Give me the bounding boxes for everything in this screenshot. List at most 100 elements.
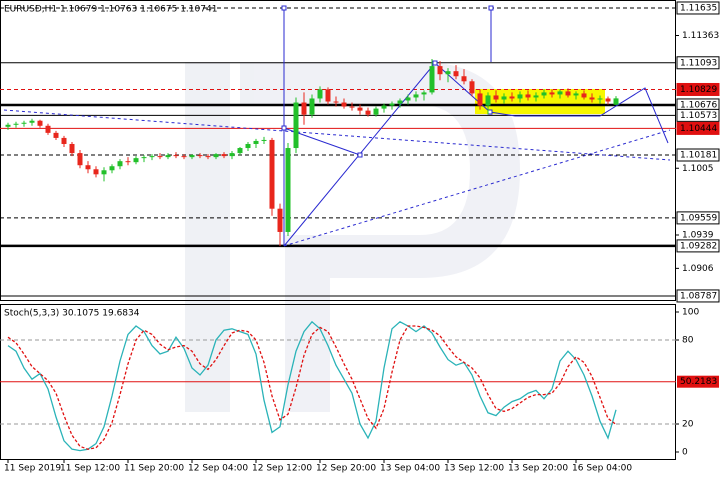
candle-body — [181, 156, 187, 158]
y-tick-label: 0 — [682, 448, 688, 458]
candle-body — [525, 94, 531, 98]
level-label-box — [676, 289, 720, 303]
level-label: 1.10181 — [680, 151, 717, 161]
anchor-point — [281, 5, 287, 11]
candle-body — [509, 96, 515, 99]
candle-body — [493, 95, 499, 100]
candle-body — [365, 110, 371, 115]
y-tick-label: 100 — [682, 308, 699, 318]
candle-body — [565, 91, 571, 96]
level-label: 1.10676 — [680, 100, 717, 110]
level-label: 1.08787 — [680, 291, 717, 301]
candle-body — [605, 98, 611, 102]
candle-body — [165, 155, 171, 158]
y-tick-label: 20 — [682, 420, 694, 430]
zone-rectangle — [475, 89, 605, 114]
level-label-box — [676, 121, 720, 135]
x-tick-label: 16 Sep 04:00 — [572, 464, 632, 474]
candle-body — [517, 94, 523, 99]
anchor-point — [357, 152, 363, 158]
candle-body — [429, 66, 435, 93]
anchor-point — [432, 60, 438, 66]
candle-body — [133, 158, 139, 163]
candle-body — [325, 89, 331, 102]
x-tick-label: 13 Sep 04:00 — [380, 464, 440, 474]
levels — [0, 7, 679, 453]
candle-body — [461, 76, 467, 82]
candle-body — [117, 161, 123, 167]
candle-body — [253, 140, 259, 144]
candle-body — [285, 148, 291, 232]
x-tick-label: 11 Sep 2019 — [4, 464, 61, 474]
x-tick-label: 11 Sep 20:00 — [124, 464, 184, 474]
stoch-title: Stoch(5,3,3) 30.1075 19.6834 — [4, 309, 140, 319]
candle-body — [245, 143, 251, 149]
candle-body — [37, 120, 43, 126]
candle-body — [405, 97, 411, 101]
anchor-point — [281, 125, 287, 131]
price-title: EURUSD,H1 1.10679 1.10763 1.10675 1.1074… — [4, 5, 217, 15]
candle-body — [237, 148, 243, 154]
y-tick-label: 1.0939 — [682, 230, 714, 240]
candle-body — [541, 92, 547, 96]
candle-body — [397, 100, 403, 104]
candle-body — [125, 161, 131, 163]
level-label-box — [676, 1, 720, 15]
candle-body — [269, 139, 275, 209]
candle-body — [261, 139, 267, 141]
watermark-bar — [185, 62, 230, 412]
candle-body — [533, 95, 539, 98]
candle-body — [501, 96, 507, 100]
candle-body — [477, 93, 483, 106]
candle-body — [93, 169, 99, 175]
stoch-line — [7, 320, 617, 452]
candle-body — [549, 92, 555, 95]
anchor-point — [487, 109, 493, 115]
candle-body — [381, 105, 387, 109]
candle-body — [469, 81, 475, 94]
candle-body — [29, 120, 35, 123]
level-label: 1.10444 — [680, 124, 717, 134]
candle-body — [413, 94, 419, 98]
level-label-box — [676, 108, 720, 122]
x-tick-label: 11 Sep 12:00 — [60, 464, 120, 474]
y-tick-label: 1.11363 — [682, 31, 719, 41]
candle-body — [21, 122, 27, 124]
level-label-box — [676, 82, 720, 96]
level-label-box — [677, 375, 719, 388]
x-tick-label: 13 Sep 12:00 — [444, 464, 504, 474]
level-label-box — [676, 211, 720, 225]
candle-body — [309, 98, 315, 115]
x-tick-label: 12 Sep 20:00 — [316, 464, 376, 474]
candle-body — [589, 97, 595, 100]
candle-body — [221, 154, 227, 157]
candle-body — [421, 92, 427, 95]
level-label-box — [676, 239, 720, 253]
candle-body — [373, 108, 379, 115]
candle-body — [213, 154, 219, 158]
candle-body — [581, 93, 587, 98]
y-tick-label: 80 — [682, 336, 694, 346]
candle-body — [109, 166, 115, 171]
level-label: 1.10829 — [680, 85, 717, 95]
candle-body — [157, 156, 163, 158]
candle-body — [613, 98, 619, 105]
trend-line — [283, 129, 671, 247]
candle-body — [277, 208, 283, 232]
candle-body — [293, 102, 299, 149]
candle-body — [357, 107, 363, 111]
drawings — [3, 5, 671, 247]
candle-body — [301, 102, 307, 115]
marks — [5, 59, 619, 452]
y-tick-label: 1.0906 — [682, 264, 714, 274]
level-label: 50.2183 — [680, 377, 717, 387]
candle-body — [141, 157, 147, 159]
candle-body — [333, 101, 339, 103]
candle-body — [45, 125, 51, 133]
candle-body — [341, 102, 347, 107]
candle-body — [317, 89, 323, 99]
level-label: 1.10573 — [680, 111, 717, 121]
candle-body — [573, 93, 579, 96]
candle-body — [173, 155, 179, 157]
